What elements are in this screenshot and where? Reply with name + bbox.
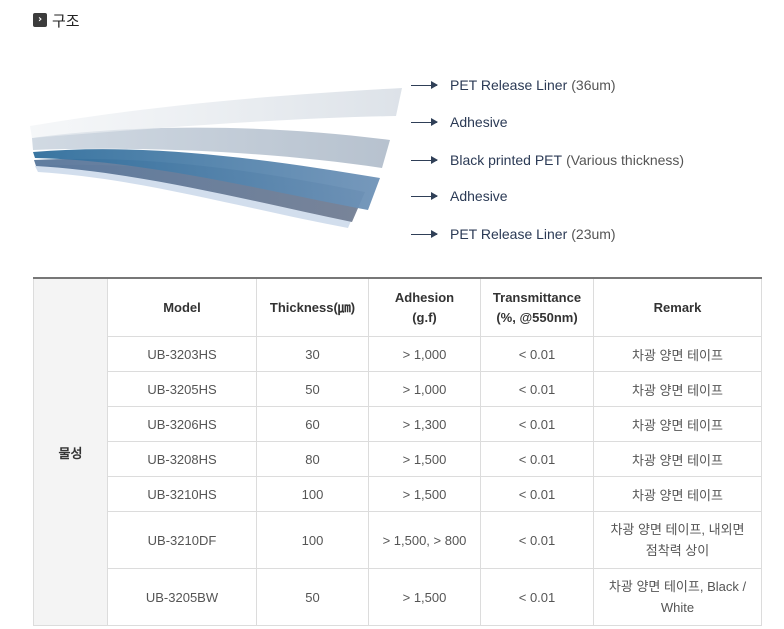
section-header: › 구조 — [33, 10, 80, 30]
arrow-right-icon — [411, 229, 438, 238]
header-adhesion: Adhesion (g.f) — [368, 277, 481, 337]
table-row: UB-3210HS 100 > 1,500 < 0.01 차광 양면 테이프 — [34, 476, 762, 512]
group-label: 물성 — [33, 277, 108, 626]
layer-structure-illustration — [30, 88, 402, 228]
header-transmittance: Transmittance (%, @550nm) — [480, 277, 594, 337]
layer-release-liner-bottom — [35, 164, 360, 228]
layer-release-liner-top — [30, 88, 402, 138]
table-row: UB-3203HS 30 > 1,000 < 0.01 차광 양면 테이프 — [34, 336, 762, 372]
layer-label-4: Adhesive — [411, 186, 512, 206]
layer-label-2: Adhesive — [411, 112, 512, 132]
layer-label-1: PET Release Liner (36um) — [411, 75, 616, 95]
arrow-right-icon — [411, 80, 438, 89]
arrow-right-icon — [411, 191, 438, 200]
table-row: UB-3206HS 60 > 1,300 < 0.01 차광 양면 테이프 — [34, 406, 762, 442]
layer-label-3: Black printed PET (Various thickness) — [411, 150, 684, 170]
layer-label-5: PET Release Liner (23um) — [411, 224, 616, 244]
layer-adhesive-bottom — [34, 158, 365, 222]
arrow-right-icon — [411, 155, 438, 164]
chevron-right-icon: › — [33, 13, 47, 27]
properties-table: 물성 Model Thickness(㎛) Adhesion (g.f) Tran… — [33, 277, 762, 626]
layer-adhesive-top — [32, 127, 390, 168]
header-model: Model — [107, 277, 257, 337]
table-row: UB-3210DF 100 > 1,500, > 800 < 0.01 차광 양… — [34, 511, 762, 569]
table-header-row: 물성 Model Thickness(㎛) Adhesion (g.f) Tran… — [33, 277, 762, 626]
arrow-right-icon — [411, 117, 438, 126]
table-row: UB-3205BW 50 > 1,500 < 0.01 차광 양면 테이프, B… — [34, 568, 762, 626]
table-row: UB-3205HS 50 > 1,000 < 0.01 차광 양면 테이프 — [34, 371, 762, 407]
section-title: 구조 — [52, 11, 80, 30]
header-thickness: Thickness(㎛) — [256, 277, 369, 337]
table-row: UB-3208HS 80 > 1,500 < 0.01 차광 양면 테이프 — [34, 441, 762, 477]
layer-black-printed-pet — [33, 149, 380, 210]
header-remark: Remark — [593, 277, 762, 337]
